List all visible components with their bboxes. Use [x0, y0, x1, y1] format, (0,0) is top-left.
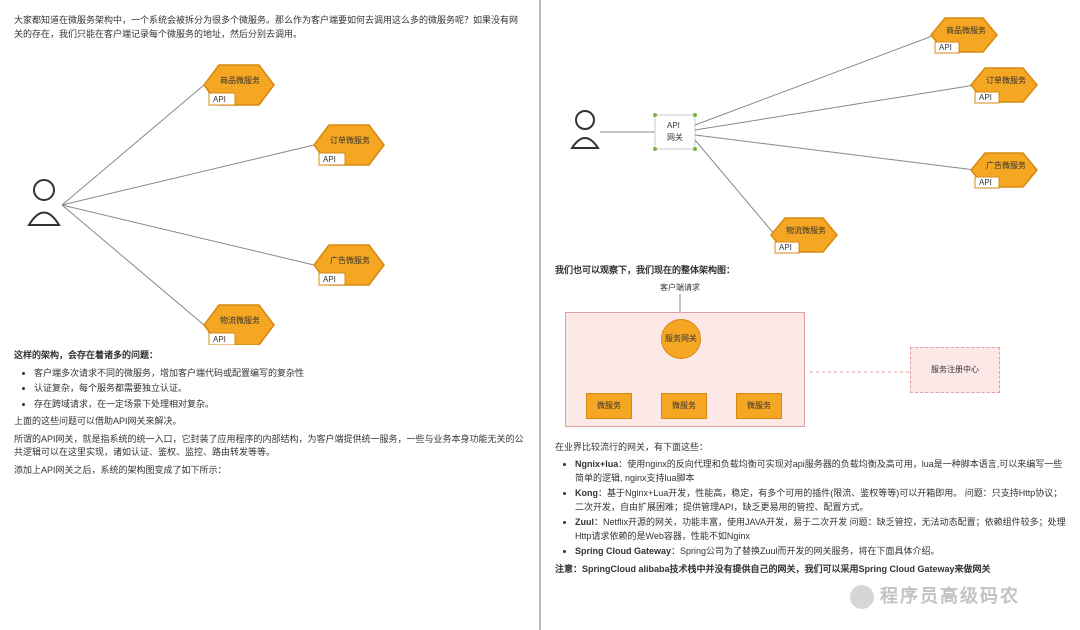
service-hex-logistics: 物流微服务 API — [204, 305, 274, 345]
svg-text:物流微服务: 物流微服务 — [786, 225, 826, 235]
svg-text:API: API — [667, 121, 680, 130]
diagram-right: API 网关 商品微服务 API 订单微服务 API 广告微服务 — [555, 10, 1065, 260]
service-hex-logistics: 物流微服务 API — [771, 218, 837, 253]
svg-text:API: API — [213, 335, 226, 344]
service-hex-ads: 广告微服务 API — [971, 153, 1037, 188]
person-icon — [572, 111, 598, 148]
registry-box: 服务注册中心 — [910, 347, 1000, 393]
gateways-list: Ngnix+lua：使用nginx的反向代理和负载均衡可实现对api服务器的负载… — [555, 458, 1066, 559]
svg-text:API: API — [979, 93, 992, 102]
problems-list: 客户端多次请求不同的微服务，增加客户端代码或配置编写的复杂性 认证复杂，每个服务… — [14, 367, 525, 412]
svg-text:API: API — [979, 178, 992, 187]
list-item: Spring Cloud Gateway：Spring公司为了替换Zuul而开发… — [575, 545, 1066, 559]
note-line: 注意：SpringCloud alibaba技术栈中并没有提供自己的网关，我们可… — [555, 563, 1066, 577]
svg-text:API: API — [779, 243, 792, 252]
arch-svc: 微服务 — [736, 393, 782, 419]
service-hex-products: 商品微服务 API — [204, 65, 274, 105]
left-column: 大家都知道在微服务架构中，一个系统会被拆分为很多个微服务。那么作为客户端要如何去… — [0, 0, 539, 630]
svg-text:API: API — [213, 95, 226, 104]
list-item: 客户端多次请求不同的微服务，增加客户端代码或配置编写的复杂性 — [34, 367, 525, 381]
architecture-diagram: 客户端请求 服务网关 微服务 微服务 微服务 服务注册中心 — [555, 282, 1066, 437]
service-hex-orders: 订单微服务 API — [314, 125, 384, 165]
popular-title: 在业界比较流行的网关，有下面这些： — [555, 441, 1066, 455]
svg-text:API: API — [323, 155, 336, 164]
after-line: 添加上API网关之后，系统的架构图变成了如下所示： — [14, 464, 525, 478]
svg-text:订单微服务: 订单微服务 — [986, 75, 1026, 85]
problems-title: 这样的架构，会存在着诸多的问题： — [14, 349, 525, 363]
diagram-left: 商品微服务 API 订单微服务 API 广告微服务 API 物流微服务 — [14, 45, 514, 345]
arch-svc: 微服务 — [586, 393, 632, 419]
svg-text:API: API — [939, 43, 952, 52]
svg-text:网关: 网关 — [667, 132, 683, 142]
api-gw-desc: 所谓的API网关，就是指系统的统一入口，它封装了应用程序的内部结构，为客户端提供… — [14, 433, 525, 460]
svg-text:广告微服务: 广告微服务 — [330, 255, 370, 265]
arch-svc: 微服务 — [661, 393, 707, 419]
person-icon — [29, 180, 59, 225]
service-hex-products: 商品微服务 API — [931, 18, 997, 53]
intro-text: 大家都知道在微服务架构中，一个系统会被拆分为很多个微服务。那么作为客户端要如何去… — [14, 14, 525, 41]
list-item: 存在跨域请求，在一定场景下处理相对复杂。 — [34, 398, 525, 412]
service-hex-ads: 广告微服务 API — [314, 245, 384, 285]
svg-text:广告微服务: 广告微服务 — [986, 160, 1026, 170]
service-hex-orders: 订单微服务 API — [971, 68, 1037, 103]
list-item: Zuul：Netflix开源的网关，功能丰富，使用JAVA开发，易于二次开发 问… — [575, 516, 1066, 543]
svg-text:订单微服务: 订单微服务 — [330, 135, 370, 145]
right-column: API 网关 商品微服务 API 订单微服务 API 广告微服务 — [541, 0, 1080, 630]
svg-text:物流微服务: 物流微服务 — [220, 315, 260, 325]
arch-gateway: 服务网关 — [661, 319, 701, 359]
svg-text:商品微服务: 商品微服务 — [946, 25, 986, 35]
svg-text:商品微服务: 商品微服务 — [220, 75, 260, 85]
list-item: Kong：基于Nginx+Lua开发，性能高，稳定，有多个可用的插件(限流、鉴权… — [575, 487, 1066, 514]
list-item: Ngnix+lua：使用nginx的反向代理和负载均衡可实现对api服务器的负载… — [575, 458, 1066, 485]
solve-line: 上面的这些问题可以借助API网关来解决。 — [14, 415, 525, 429]
svg-text:API: API — [323, 275, 336, 284]
watermark: 程序员高级码农 — [850, 583, 1020, 610]
list-item: 认证复杂，每个服务都需要独立认证。 — [34, 382, 525, 396]
arch-title: 我们也可以观察下，我们现在的整体架构图： — [555, 264, 1066, 278]
